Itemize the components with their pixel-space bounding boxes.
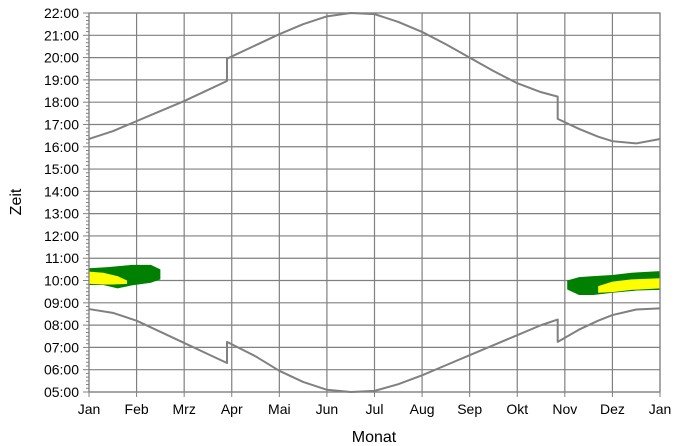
y-axis-title: Zeit: [8, 188, 25, 215]
x-axis-title: Monat: [352, 429, 397, 446]
y-tick-label: 13:00: [44, 206, 79, 222]
regions: [89, 264, 660, 296]
grid: [88, 12, 661, 393]
x-tick-label: Jan: [78, 401, 101, 417]
series-line-2: [88, 307, 661, 393]
y-tick-label: 19:00: [44, 72, 79, 88]
x-tick-label: Feb: [125, 401, 149, 417]
y-tick-label: 06:00: [44, 362, 79, 378]
x-tick-label: Dez: [600, 401, 625, 417]
region-yellow: [89, 271, 128, 285]
y-tick-label: 08:00: [44, 317, 79, 333]
y-tick-label: 15:00: [44, 161, 79, 177]
x-tick-label: Okt: [506, 401, 528, 417]
x-tick-label: Mai: [268, 401, 291, 417]
y-tick-label: 09:00: [44, 295, 79, 311]
x-tick-label: Apr: [221, 401, 243, 417]
x-tick-label: Mrz: [173, 401, 196, 417]
y-tick-labels: 05:00 06:00 07:00 08:00 09:00 10:00 11:00 12:00…: [44, 5, 79, 400]
x-tick-label: Aug: [410, 401, 435, 417]
region-yellow: [598, 278, 660, 293]
y-tick-label: 10:00: [44, 273, 79, 289]
y-tick-label: 12:00: [44, 228, 79, 244]
y-tick-label: 20:00: [44, 50, 79, 66]
x-tick-label: Sep: [457, 401, 482, 417]
series-line-1: [88, 12, 661, 145]
y-tick-label: 17:00: [44, 116, 79, 132]
x-tick-label: Jun: [316, 401, 339, 417]
y-tick-label: 14:00: [44, 183, 79, 199]
x-tick-label: Jul: [366, 401, 384, 417]
y-tick-label: 21:00: [44, 27, 79, 43]
plot-frame: [88, 12, 661, 393]
x-tick-label: Jan: [649, 401, 672, 417]
y-tick-label: 05:00: [44, 384, 79, 400]
y-tick-label: 16:00: [44, 139, 79, 155]
x-tick-label: Nov: [552, 401, 577, 417]
y-tick-label: 18:00: [44, 94, 79, 110]
y-tick-label: 11:00: [45, 250, 79, 266]
y-tick-label: 07:00: [44, 339, 79, 355]
y-tick-label: 22:00: [44, 5, 79, 21]
axes: [83, 12, 661, 397]
curves: [88, 12, 661, 393]
x-tick-labels: Jan Feb Mrz Apr Mai Jun Jul Aug Sep Okt Nov Dez Jan: [78, 401, 672, 417]
